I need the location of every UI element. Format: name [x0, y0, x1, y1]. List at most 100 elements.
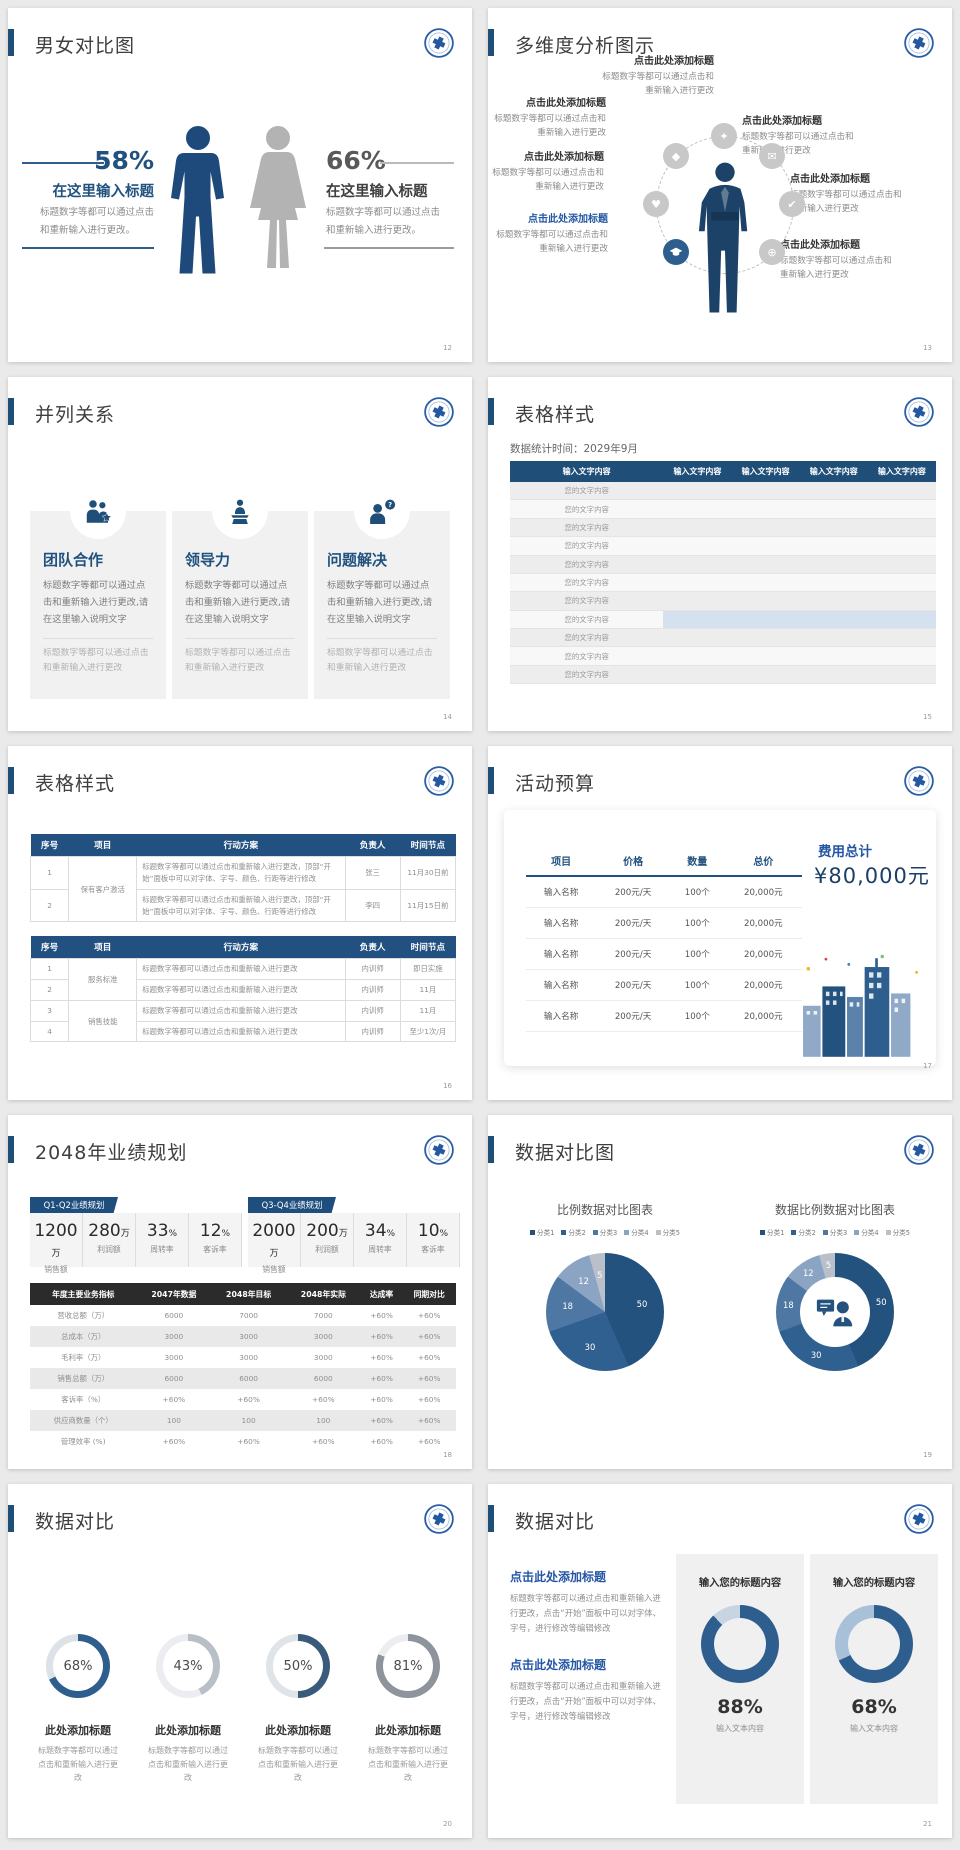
card-body: 标题数字等都可以通过点击和重新输入进行更改,请在这里输入说明文字 [185, 580, 291, 626]
company-logo-icon [904, 28, 934, 58]
action-plan-table-1: 序号 项目 行动方案 负责人 时间节点 1 保有客户激活 标题数字等都可以通过点… [29, 834, 457, 923]
problem-solving-icon: ? [354, 483, 410, 539]
slide-13[interactable]: 多维度分析图示 点击此处添加标题 标题数字等都可以通过点击和重新输入进行更改 点击… [488, 8, 952, 362]
gauge-body: 标题数字等都可以通过点击和重新输入进行更改 [148, 1746, 228, 1783]
card-note: 标题数字等都可以通过点击和重新输入进行更改 [43, 647, 149, 674]
slice-value-label: 12 [578, 1275, 589, 1286]
table-header-row: 序号 项目 行动方案 负责人 时间节点 [30, 936, 456, 959]
table-row: 1 保有客户激活 标题数字等都可以通过点击和重新输入进行更改，顶部“开始”面板中… [29, 855, 457, 923]
slide-20[interactable]: 数据对比 68% 此处添加标题 标题数字等都可以通过点击和重新输入进行更改 43… [8, 1484, 472, 1838]
table-row: 4 标题数字等都可以通过点击和重新输入进行更改 内训师 至少1次/月 [29, 1020, 457, 1043]
male-percentage: 58% [94, 146, 154, 175]
donut-gauge: 50% [266, 1634, 330, 1698]
slide-21[interactable]: 数据对比 点击此处添加标题 标题数字等都可以通过点击和重新输入进行更改，点击“开… [488, 1484, 952, 1838]
slide-19[interactable]: 数据对比图 比例数据对比图表 数据比例数据对比图表 分类1 分类2 分类3 分类4 分类… [488, 1115, 952, 1469]
left-accent-line [22, 162, 104, 164]
slide-15[interactable]: 表格样式 数据统计时间：2029年9月 输入文字内容 输入文字内容 输入文字内容… [488, 377, 952, 731]
table-row: 您的文字内容 [510, 646, 936, 666]
slice-value-label: 50 [636, 1299, 648, 1310]
panel-percentage: 68% [851, 1696, 897, 1718]
stat-item: 200万 利润额 [301, 1213, 354, 1267]
businessman-silhouette [698, 162, 748, 313]
donut-gauge: 43% [156, 1634, 220, 1698]
feature-card-leadership: 领导力 标题数字等都可以通过点击和重新输入进行更改,请在这里输入说明文字 标题数… [172, 483, 308, 699]
stat-item: 10% 客诉率 [407, 1213, 460, 1267]
company-logo-icon [904, 397, 934, 427]
gauge-body: 标题数字等都可以通过点击和重新输入进行更改 [258, 1746, 338, 1783]
title-accent-bar [488, 767, 494, 794]
slide-title: 男女对比图 [35, 35, 136, 57]
slide-title: 数据对比 [515, 1511, 596, 1533]
female-body-text: 标题数字等都可以通过点击和重新输入进行更改。 [326, 207, 441, 237]
legend-marker [760, 1230, 766, 1235]
page-number: 16 [443, 1082, 452, 1090]
slide-18[interactable]: 2048年业绩规划 Q1-Q2业绩规划 Q3-Q4业绩规划 1200万 销售额 … [8, 1115, 472, 1469]
gauge-block: 50% 此处添加标题 标题数字等都可以通过点击和重新输入进行更改 [246, 1634, 350, 1785]
gauge-value: 68% [53, 1641, 103, 1691]
slide-16[interactable]: 表格样式 序号 项目 行动方案 负责人 时间节点 1 保有客户激活 标题数字等都… [8, 746, 472, 1100]
card-note: 标题数字等都可以通过点击和重新输入进行更改 [185, 647, 291, 674]
panel-caption: 输入文本内容 [850, 1724, 898, 1733]
callout-label: 点击此处添加标题 标题数字等都可以通过点击和重新输入进行更改 [780, 240, 892, 281]
stat-item: 280万 利润额 [83, 1213, 136, 1267]
page-number: 14 [443, 713, 452, 721]
city-buildings-illustration [803, 954, 918, 1057]
title-accent-bar [8, 767, 14, 794]
table-row: 您的文字内容 [510, 536, 936, 556]
pie-chart-title: 比例数据对比图表 [556, 1203, 653, 1217]
card-body: 标题数字等都可以通过点击和重新输入进行更改,请在这里输入说明文字 [43, 580, 149, 626]
table-row: 管理效率 (%) +60% +60% +60% +60% +60% [60, 1437, 441, 1446]
data-period-label: 数据统计时间：2029年9月 [510, 443, 638, 455]
title-accent-bar [488, 29, 494, 56]
female-heading: 在这里输入标题 [326, 184, 428, 200]
slide-title: 表格样式 [35, 773, 116, 795]
budget-panel: 项目 价格 数量 总价 输入名称 200元/天 100个 20,000元 输入名称 2… [504, 810, 936, 1066]
table-row: 毛利率（万） 3000 3000 3000 +60% +60% [61, 1353, 441, 1362]
page-number: 19 [923, 1451, 932, 1459]
text-section: 点击此处添加标题 标题数字等都可以通过点击和重新输入进行更改，点击“开始”面板中… [510, 1568, 662, 1636]
callout-label: 点击此处添加标题 标题数字等都可以通过点击和重新输入进行更改 [790, 174, 902, 215]
company-logo-icon [904, 1504, 934, 1534]
svg-text:?: ? [388, 501, 392, 509]
company-logo-icon [904, 766, 934, 796]
q1-q2-badge: Q1-Q2业绩规划 [30, 1197, 118, 1213]
slide-14[interactable]: 并列关系 团队合作 标题数字等都可以通过点击和重新输入进行更改,请在这里输入说明… [8, 377, 472, 731]
slide-title: 数据对比 [35, 1511, 116, 1533]
gauge-value: 43% [163, 1641, 213, 1691]
slide-title: 2048年业绩规划 [35, 1142, 188, 1164]
male-heading: 在这里输入标题 [52, 184, 155, 200]
card-heading: 领导力 [185, 551, 231, 569]
female-figure-icon [250, 126, 306, 268]
table-row: 您的文字内容 [510, 555, 936, 574]
callout-label: 点击此处添加标题 标题数字等都可以通过点击和重新输入进行更改 [494, 98, 606, 139]
slide-title: 活动预算 [515, 773, 596, 795]
gauge-heading: 此处添加标题 [265, 1724, 331, 1737]
table-row: 您的文字内容 [510, 482, 936, 501]
stat-panel: 输入您的标题内容 68% 输入文本内容 [810, 1554, 938, 1804]
slide-17[interactable]: 活动预算 项目 价格 数量 总价 输入名称 200元/天 100个 20,000元 … [488, 746, 952, 1100]
gauge-heading: 此处添加标题 [45, 1724, 111, 1737]
legend-marker [592, 1230, 598, 1235]
table-row: 您的文字内容 [510, 573, 936, 593]
divider [327, 637, 437, 639]
legend-item: 分类1 [760, 1227, 784, 1237]
gauge-block: 81% 此处添加标题 标题数字等都可以通过点击和重新输入进行更改 [356, 1634, 460, 1785]
donut-legend: 分类1 分类2 分类3 分类4 分类5 [730, 1227, 940, 1237]
slide-title: 数据对比图 [515, 1142, 616, 1164]
table-row: 您的文字内容 [510, 610, 936, 630]
action-plan-table-2: 序号 项目 行动方案 负责人 时间节点 1 服务标准 标题数字等都可以通过点击和… [29, 936, 457, 1043]
legend-item: 分类4 [624, 1227, 649, 1237]
legend-item: 分类2 [561, 1227, 586, 1237]
slide-12[interactable]: 男女对比图 58% 在这里输入标题 标题数字等都可以通过点击和重新输入进行更改。… [8, 8, 472, 362]
page-number: 21 [923, 1820, 932, 1828]
table-row: 您的文字内容 [510, 665, 936, 685]
data-table: 输入文字内容 输入文字内容 输入文字内容 输入文字内容 输入文字内容 您的文字内… [510, 461, 936, 685]
legend-item: 分类5 [655, 1227, 680, 1237]
legend-item: 分类3 [822, 1227, 847, 1237]
slice-value-label: 30 [810, 1350, 822, 1361]
q1-q2-stats: 1200万 销售额 280万 利润额 33% 周转率 12% 客诉率 [30, 1213, 242, 1274]
table-row: 输入名称 200元/天 100个 20,000元 [526, 969, 802, 1001]
card-note: 标题数字等都可以通过点击和重新输入进行更改 [327, 647, 433, 674]
page-number: 20 [443, 1820, 452, 1828]
table-header-row: 年度主要业务指标 2047年数据 2048年目标 2048年实际 达成率 同期对… [30, 1283, 456, 1305]
